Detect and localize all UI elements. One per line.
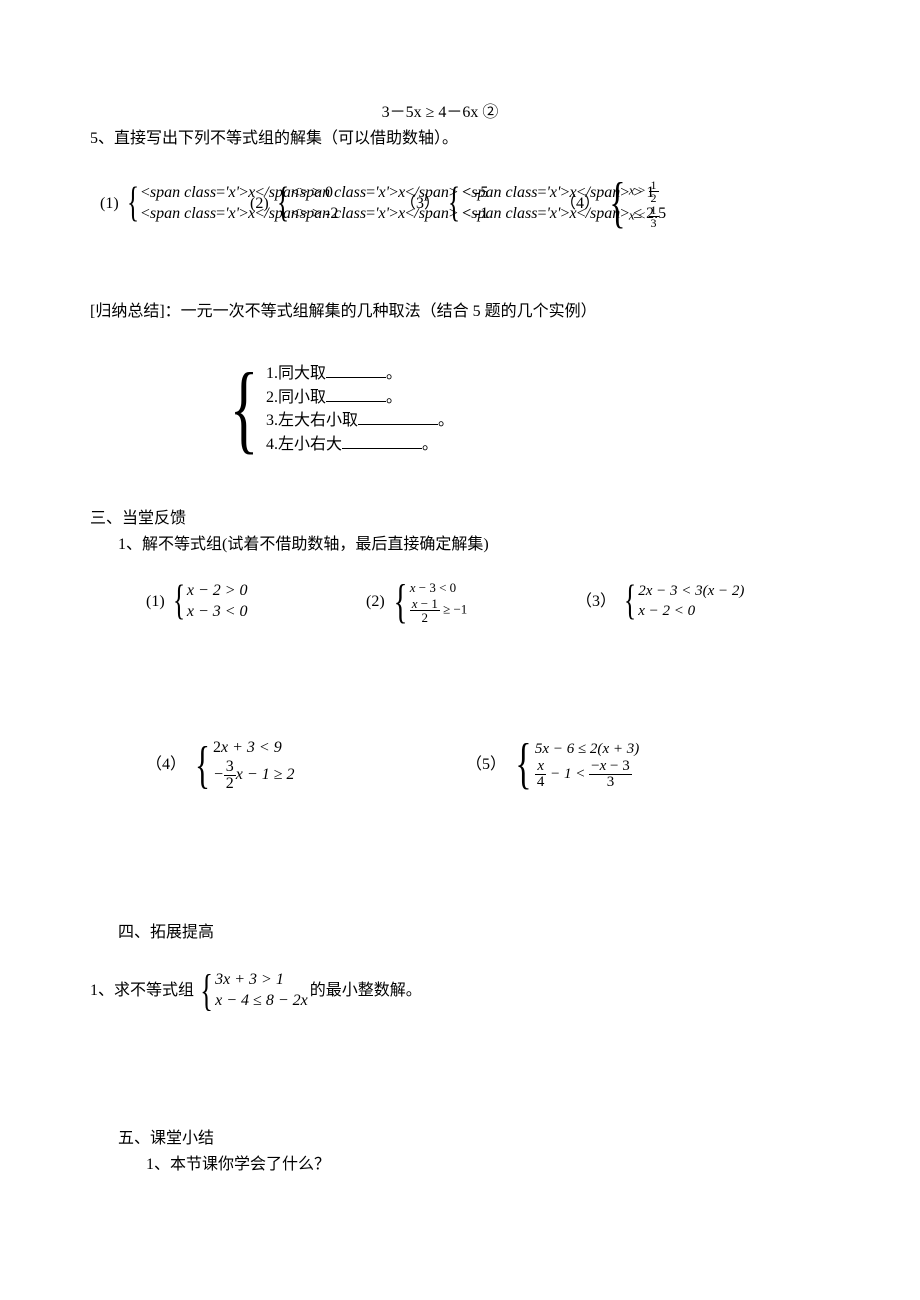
brace-icon: { — [393, 564, 407, 641]
inequality-line: 2x + 3 < 9 — [213, 738, 294, 759]
q5-prompt: 5、直接写出下列不等式组的解集（可以借助数轴）。 — [90, 126, 830, 152]
inequality-line: 2x − 3 < 3(x − 2) — [638, 582, 744, 602]
inequality-line: x − 2 > 0 — [187, 581, 248, 602]
inequality-line: x − 4 ≤ 8 − 2x — [215, 991, 308, 1012]
item-label: (1) — [146, 589, 165, 615]
brace-icon: { — [127, 170, 139, 237]
sec3-row1: (1){x − 2 > 0x − 3 < 0(2){x − 3 < 0x − 1… — [90, 564, 830, 641]
inequality-system: (2){<span class='x'>x</span> < -5<span c… — [250, 170, 400, 237]
brace-icon: { — [448, 170, 460, 237]
inequality-line: x < 13 — [629, 204, 659, 229]
inequality-system: （5） {5x − 6 ≤ 2(x + 3)x4 − 1 < −x − 33 — [466, 720, 726, 810]
summary-brace: { 1.同大取。2.同小取。3.左大右小取。4.左小右大。 — [220, 328, 830, 488]
brace-icon: { — [515, 720, 531, 810]
summary-line: 3.左大右小取。 — [266, 408, 454, 432]
summary-prefix: [归纳总结]：一元一次不等式组解集的几种取法（结合 5 题的几个实例） — [90, 299, 830, 325]
section-3: 三、当堂反馈 1、解不等式组(试着不借助数轴，最后直接确定解集) (1){x −… — [90, 506, 830, 810]
inequality-system: (1){<span class='x'>x</span> > 0<span cl… — [100, 170, 250, 237]
inequality-system: (1) {x − 2 > 0x − 3 < 0 — [146, 568, 366, 635]
inequality-system: （4） {2x + 3 < 9−32x − 1 ≥ 2 — [146, 724, 466, 807]
inequality-line: x − 3 < 0 — [410, 580, 468, 597]
summary-line: 4.左小右大。 — [266, 432, 454, 456]
sec4-title: 四、拓展提高 — [90, 920, 830, 946]
inequality-line: x4 − 1 < −x − 33 — [535, 759, 639, 790]
item-label: （4） — [560, 191, 600, 217]
inequality-line: x − 12 ≥ −1 — [410, 597, 468, 624]
item-label: （5） — [466, 752, 506, 778]
brace-icon: { — [173, 568, 185, 635]
sec3-row2: （4） {2x + 3 < 9−32x − 1 ≥ 2 （5） {5x − 6 ≤ 2… — [90, 720, 830, 810]
top-equation-text: 3－5x ≥ 4－6x ② — [382, 104, 499, 121]
inequality-system: （4） {x > 12x < 13 — [560, 159, 680, 249]
inequality-line: x − 3 < 0 — [187, 602, 248, 623]
inequality-system: (2) {x − 3 < 0x − 12 ≥ −1 — [366, 564, 576, 641]
item-label: (2) — [250, 191, 269, 217]
item-label: （3） — [400, 191, 440, 217]
inequality-line: x > 12 — [629, 179, 659, 204]
inequality-line: 3x + 3 > 1 — [215, 970, 308, 991]
item-label: (1) — [100, 191, 119, 217]
item-label: (2) — [366, 589, 385, 615]
item-label: （3） — [576, 589, 616, 615]
sec5-q: 1、本节课你学会了什么？ — [90, 1152, 830, 1178]
brace-icon: { — [277, 170, 289, 237]
brace-icon: { — [230, 328, 259, 488]
inequality-line: x − 2 < 0 — [638, 602, 744, 622]
brace-icon: { — [609, 159, 625, 249]
sec3-sub: 1、解不等式组(试着不借助数轴，最后直接确定解集) — [90, 532, 830, 558]
inequality-system: （3） {2x − 3 < 3(x − 2)x − 2 < 0 — [576, 568, 776, 635]
item-label: （4） — [146, 752, 186, 778]
top-equation: 3－5x ≥ 4－6x ② — [50, 100, 830, 126]
sec4-prefix: 1、求不等式组 — [90, 978, 194, 1004]
inequality-line: −32x − 1 ≥ 2 — [213, 759, 294, 792]
q5-row: (1){<span class='x'>x</span> > 0<span cl… — [100, 159, 830, 249]
sec5-title: 五、课堂小结 — [90, 1126, 830, 1152]
inequality-system: （3）{<span class='x'>x</span> > 1<span cl… — [400, 170, 560, 237]
brace-icon: { — [195, 724, 210, 807]
sec3-title: 三、当堂反馈 — [90, 506, 830, 532]
brace-icon: { — [624, 568, 636, 635]
sec4-suffix: 的最小整数解。 — [310, 978, 422, 1004]
sec4-q: 1、求不等式组 { 3x + 3 > 1x − 4 ≤ 8 − 2x 的最小整数… — [90, 956, 830, 1026]
inequality-line: 5x − 6 ≤ 2(x + 3) — [535, 740, 639, 760]
summary-line: 1.同大取。 — [266, 361, 454, 385]
summary-line: 2.同小取。 — [266, 385, 454, 409]
brace-icon: { — [200, 956, 213, 1026]
